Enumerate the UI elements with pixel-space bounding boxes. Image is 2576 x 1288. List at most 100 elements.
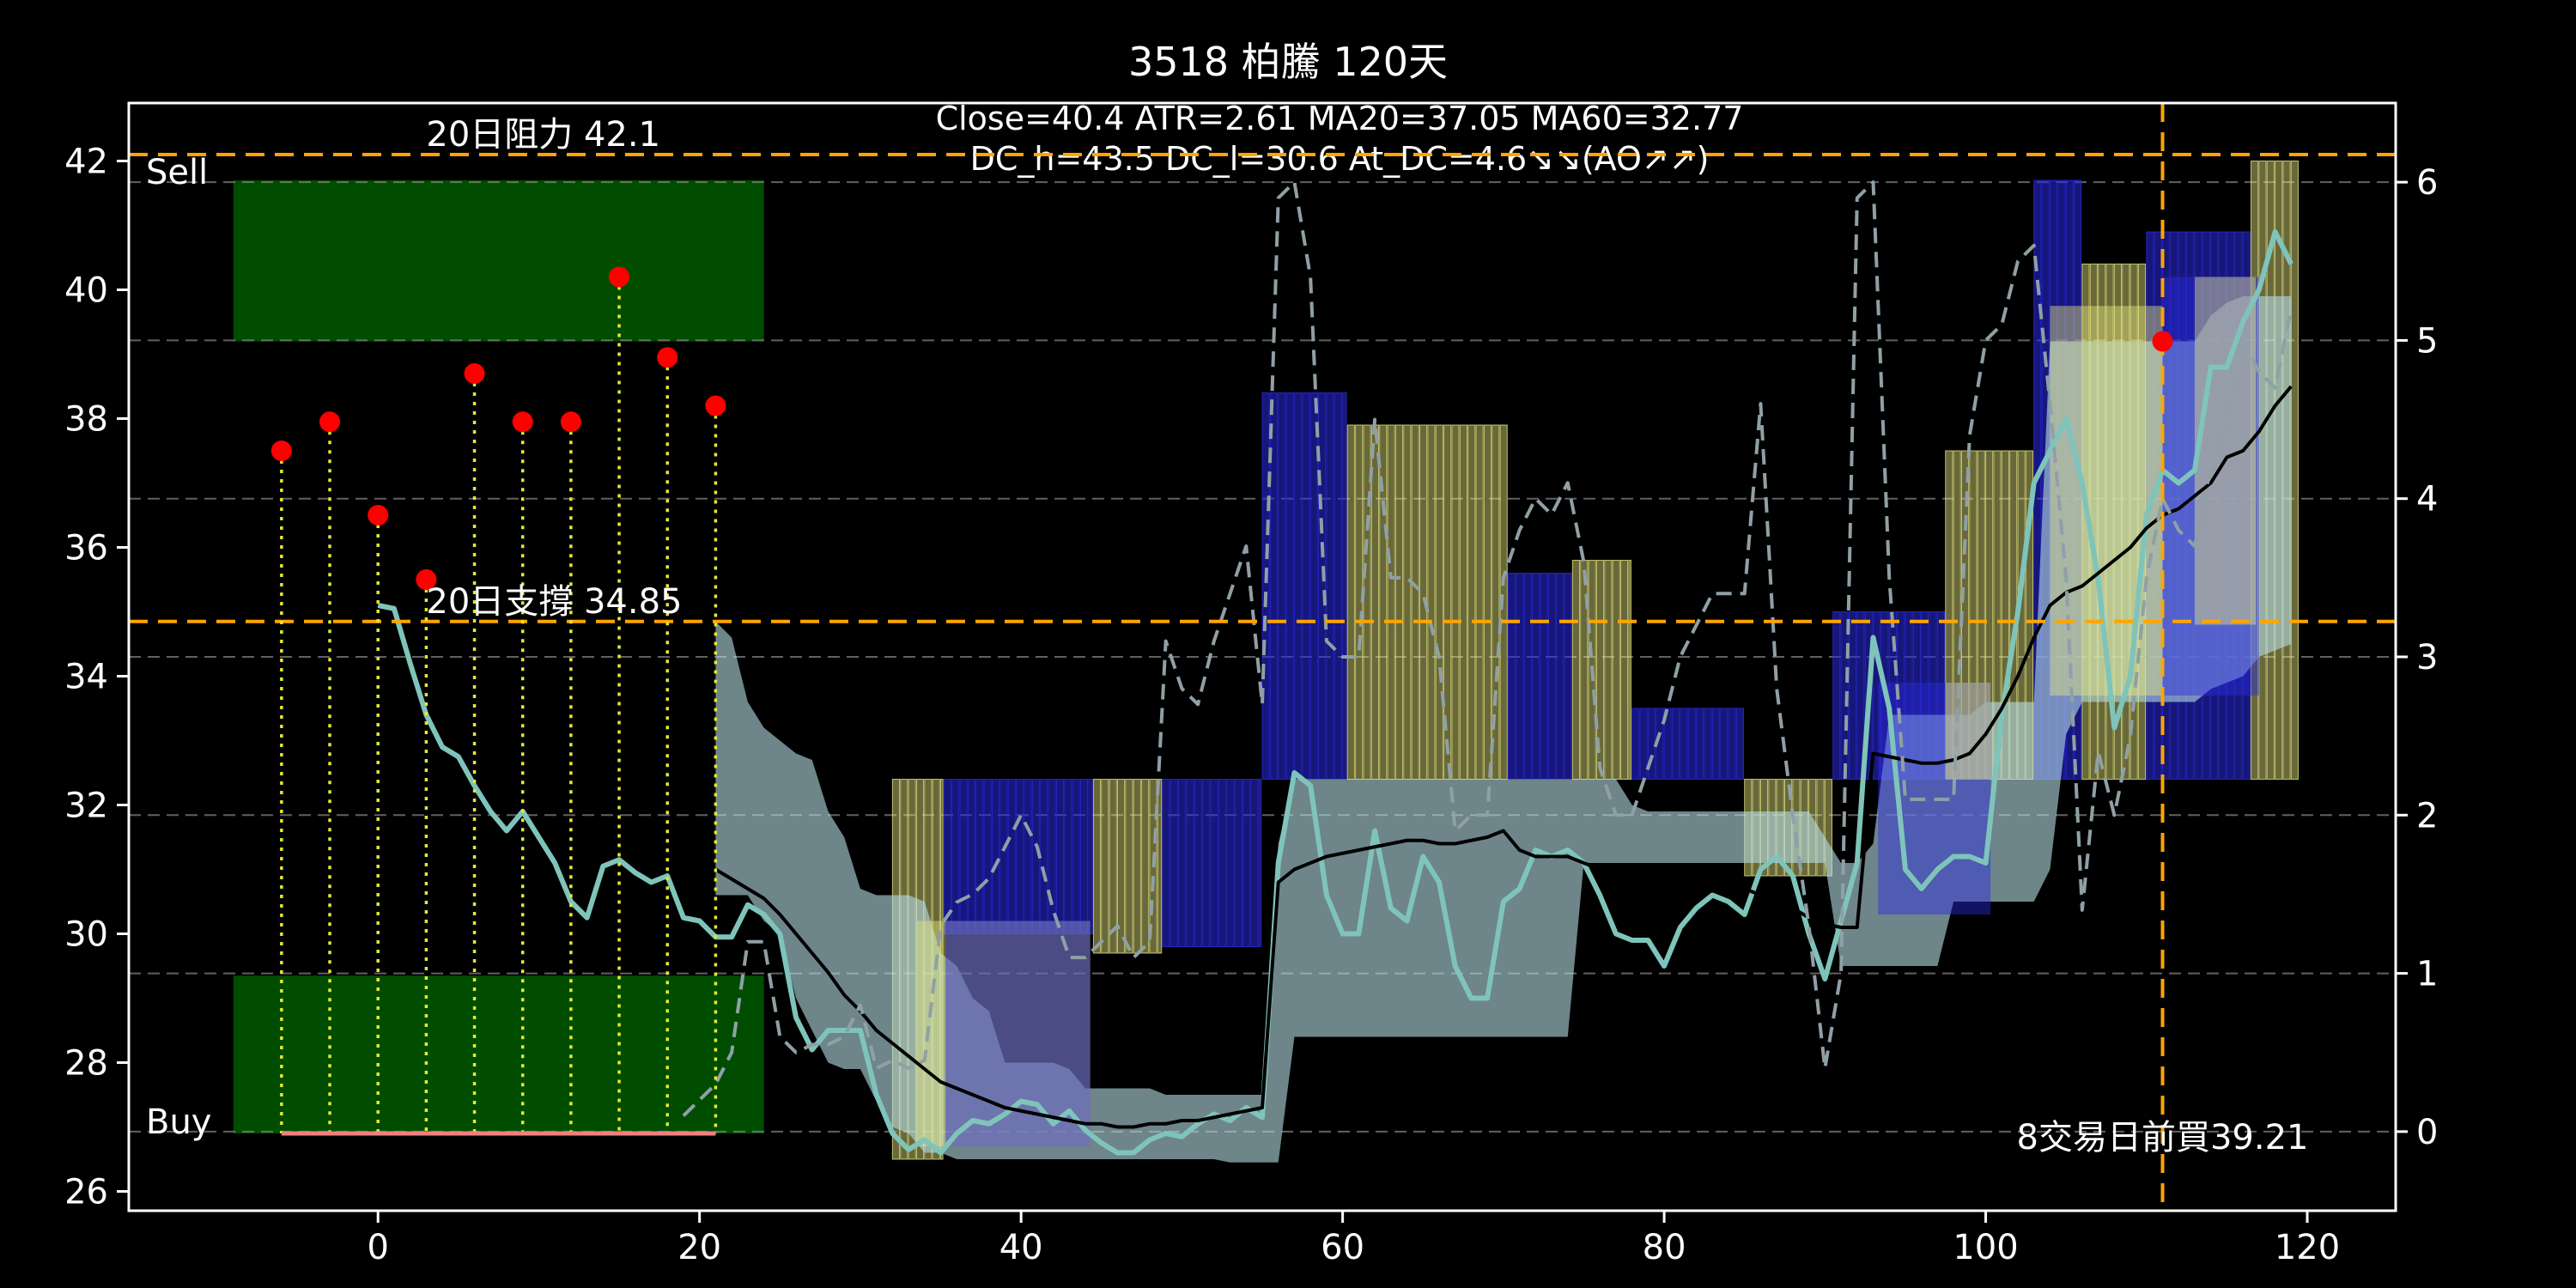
highlight-box <box>2194 276 2257 625</box>
histogram-bar <box>1109 779 1117 954</box>
histogram-bar <box>951 779 960 934</box>
histogram-bar <box>1540 573 1548 780</box>
series-line-close <box>377 229 2293 1156</box>
histogram-bar <box>1387 424 1395 780</box>
histogram-bar <box>1394 424 1404 780</box>
y2-tick-label: 2 <box>2416 796 2438 835</box>
x-tick-label: 80 <box>1643 1228 1686 1267</box>
histogram-bar <box>1218 779 1227 947</box>
histogram-bar <box>1269 392 1279 780</box>
histogram-bar <box>1125 779 1133 954</box>
histogram-bar <box>1226 779 1235 947</box>
chart-title: 3518 柏騰 120天 <box>1128 39 1448 85</box>
histogram-bar <box>1467 424 1476 780</box>
histogram-bar <box>1088 779 1093 934</box>
zone-box-buy <box>233 975 764 1133</box>
histogram-bar <box>1258 779 1262 947</box>
histogram-bar <box>1157 779 1163 954</box>
stem-marker <box>657 347 678 368</box>
series-line-ma20 <box>714 385 2293 1129</box>
histogram-bar <box>1735 708 1745 780</box>
vertical-marker-label: 8交易日前買39.21 <box>2017 1118 2309 1157</box>
y-tick-label: 36 <box>64 529 108 568</box>
histogram-bar <box>1194 779 1203 947</box>
histogram-bar <box>1459 424 1467 780</box>
histogram-bar <box>1620 560 1629 780</box>
histogram-bar <box>1687 708 1696 780</box>
histogram-bar <box>1186 779 1194 947</box>
stem-marker <box>705 395 726 416</box>
level-label-support: 20日支撐 34.85 <box>426 582 682 622</box>
histogram-bar <box>1516 573 1524 780</box>
stem-marker <box>512 411 533 433</box>
y-tick-label: 28 <box>64 1044 108 1084</box>
stem-marker <box>270 440 292 461</box>
x-tick-label: 20 <box>677 1228 721 1267</box>
histogram-bar <box>999 779 1008 934</box>
histogram-bar <box>1711 708 1720 780</box>
histogram-bar <box>1720 708 1728 780</box>
histogram-bar <box>1007 779 1016 934</box>
y2-tick-label: 3 <box>2416 638 2438 677</box>
histogram-bar <box>1427 424 1436 780</box>
zone-box-sell <box>233 180 764 342</box>
histogram-bar <box>1628 560 1631 780</box>
histogram-bar <box>967 779 976 934</box>
y2-tick-label: 4 <box>2416 480 2438 519</box>
histogram-bar <box>975 779 984 934</box>
histogram-bar <box>1048 779 1056 934</box>
histogram-bar <box>1202 779 1211 947</box>
histogram-bar <box>1872 611 1881 780</box>
y-tick-label: 32 <box>64 787 108 826</box>
histogram-bar <box>1411 424 1419 780</box>
y-tick-label: 38 <box>64 400 108 440</box>
histogram-bar <box>1604 560 1613 780</box>
histogram-bar <box>1285 392 1294 780</box>
level-label-resistance: 20日阻力 42.1 <box>426 115 660 155</box>
histogram-bar <box>1451 424 1460 780</box>
histogram-bar <box>1101 779 1109 954</box>
stem-marker <box>416 569 437 590</box>
stem-marker <box>609 266 630 288</box>
histogram-bar <box>1696 708 1704 780</box>
histogram-bar <box>1133 779 1141 954</box>
histogram-bar <box>1704 708 1712 780</box>
histogram-bar <box>1024 779 1032 934</box>
histogram-bar <box>1092 779 1102 954</box>
histogram-bar <box>1532 573 1540 780</box>
histogram-bar <box>1680 708 1688 780</box>
histogram-bar <box>1631 708 1640 780</box>
y-tick-label: 26 <box>64 1173 108 1212</box>
y2-tick-label: 1 <box>2416 955 2438 994</box>
histogram-bar <box>1162 779 1170 947</box>
y-tick-label: 42 <box>64 143 108 182</box>
histogram-bar <box>1234 779 1242 947</box>
histogram-bar <box>1346 424 1355 780</box>
stem-marker <box>464 363 485 384</box>
y-tick-label: 34 <box>64 658 108 697</box>
histogram-bar <box>1278 392 1286 780</box>
histogram-bar <box>1261 392 1270 780</box>
y2-tick-label: 0 <box>2416 1113 2438 1152</box>
series-line-atr <box>682 180 2293 1117</box>
stem-marker <box>2152 331 2173 352</box>
y-tick-label: 30 <box>64 915 108 955</box>
histogram-bar <box>1064 779 1072 934</box>
histogram-bar <box>1040 779 1048 934</box>
histogram-bar <box>1302 392 1310 780</box>
histogram-bar <box>1848 611 1857 780</box>
stem-marker <box>560 411 581 433</box>
histogram-bar <box>1612 560 1620 780</box>
histogram-bar <box>1141 779 1150 954</box>
chart-subtitle-line2: DC_h=43.5 DC_l=30.6 At_DC=4.6↘↘(AO↗↗) <box>970 140 1710 178</box>
y2-tick-label: 5 <box>2416 321 2438 361</box>
stem-marker <box>319 411 341 433</box>
histogram-bar <box>1571 560 1581 780</box>
histogram-bar <box>959 779 968 934</box>
highlight-box <box>1945 683 1991 780</box>
x-tick-label: 40 <box>999 1228 1043 1267</box>
histogram-bar <box>1170 779 1178 947</box>
histogram-bar <box>1250 779 1259 947</box>
zone-label-sell: Sell <box>146 153 208 192</box>
